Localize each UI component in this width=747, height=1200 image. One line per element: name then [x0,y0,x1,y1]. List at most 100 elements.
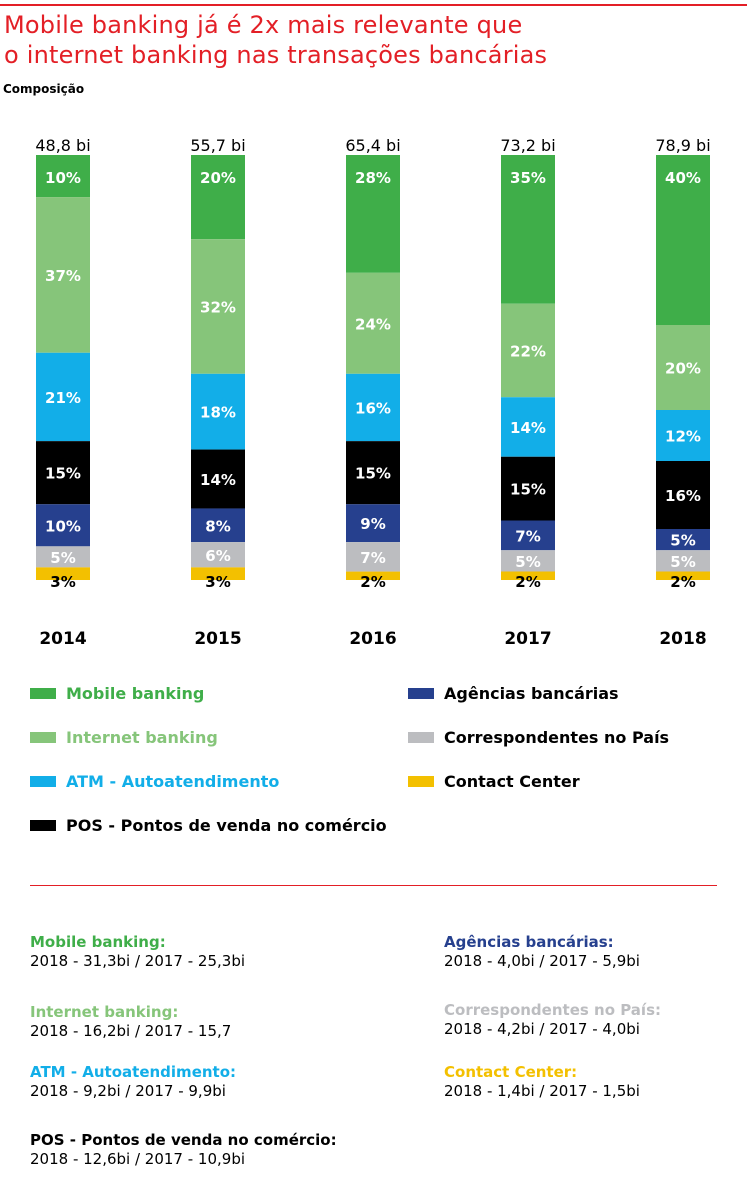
legend-item: Correspondentes no País [408,728,669,747]
data-label-2016-5: 9% [360,515,385,533]
data-label-2016-2: 24% [355,315,391,333]
bar-segment-2018-5 [656,529,710,551]
data-label-2017-1: 35% [510,169,546,187]
data-label-2015-3: 18% [200,404,236,422]
note-label: Internet banking: [30,1003,179,1021]
bar-total-2016: 65,4 bi [345,136,400,155]
note-value: 2018 - 16,2bi / 2017 - 15,7 [30,1022,232,1040]
legend-label: Mobile banking [66,684,205,703]
legend: Mobile banking Internet banking ATM - Auto… [30,680,720,840]
note-item: Internet banking: 2018 - 16,2bi / 2017 - … [30,1002,231,1041]
bar-segment-2016-3 [346,373,400,442]
category-label-2018: 2018 [659,629,706,649]
note-item: Correspondentes no País: 2018 - 4,2bi / 2… [444,1000,661,1039]
bar-segment-2017-4 [501,456,555,521]
bar-segment-2018-4 [656,461,710,529]
bar-segment-2016-1 [346,155,400,273]
chart-subtitle: Composição [3,82,85,96]
data-label-2015-6: 6% [205,547,230,565]
data-label-2016-4: 15% [355,465,391,483]
bar-segment-2014-6 [36,546,90,568]
note-value: 2018 - 4,0bi / 2017 - 5,9bi [444,952,640,970]
legend-label: POS - Pontos de venda no comércio [66,816,387,835]
bar-segment-2018-1 [656,155,710,325]
bar-total-2014: 48,8 bi [35,136,90,155]
legend-item: Agências bancárias [408,684,619,703]
bar-segment-2018-3 [656,410,710,461]
bar-segment-2017-1 [501,155,555,304]
note-label: POS - Pontos de venda no comércio: [30,1131,337,1149]
bar-segment-2018-2 [656,325,710,410]
bar-segment-2017-6 [501,550,555,572]
note-value: 2018 - 4,2bi / 2017 - 4,0bi [444,1020,640,1038]
data-label-2014-7: 3% [50,573,75,591]
data-label-2017-3: 14% [510,419,546,437]
bar-segment-2017-5 [501,520,555,551]
data-label-2014-5: 10% [45,517,81,535]
data-label-2017-4: 15% [510,481,546,499]
bar-segment-2015-6 [191,542,245,568]
bar-segment-2015-1 [191,155,245,240]
legend-item: Mobile banking [30,684,204,703]
note-item: POS - Pontos de venda no comércio: 2018 -… [30,1130,337,1169]
bar-total-2017: 73,2 bi [500,136,555,155]
note-item: Contact Center: 2018 - 1,4bi / 2017 - 1,5… [444,1062,640,1101]
note-item: Mobile banking: 2018 - 31,3bi / 2017 - 25… [30,932,245,971]
bar-segment-2014-5 [36,504,90,547]
data-label-2018-6: 5% [670,553,695,571]
bar-total-2015: 55,7 bi [190,136,245,155]
note-item: ATM - Autoatendimento: 2018 - 9,2bi / 201… [30,1062,236,1101]
data-label-2015-2: 32% [200,298,236,316]
bar-segment-2014-2 [36,197,90,353]
data-label-2014-4: 15% [45,465,81,483]
data-label-2017-7: 2% [515,573,540,591]
legend-item: POS - Pontos de venda no comércio [30,816,387,835]
bar-segment-2014-4 [36,441,90,505]
bar-segment-2016-4 [346,441,400,505]
legend-swatch [30,776,56,787]
category-label-2014: 2014 [39,629,86,649]
legend-item: ATM - Autoatendimento [30,772,279,791]
legend-label: Internet banking [66,728,218,747]
legend-swatch [30,688,56,699]
page-title: Mobile banking já é 2x mais relevante qu… [4,10,724,70]
data-label-2017-5: 7% [515,527,540,545]
totals-notes: Mobile banking: 2018 - 31,3bi / 2017 - 25… [30,930,720,1180]
data-label-2018-5: 5% [670,532,695,550]
data-label-2015-7: 3% [205,573,230,591]
legend-label: Correspondentes no País [444,728,670,747]
data-label-2017-2: 22% [510,343,546,361]
bar-segment-2017-7 [501,571,555,580]
category-label-2016: 2016 [349,629,396,649]
note-label: Agências bancárias: [444,933,614,951]
bar-segment-2014-3 [36,352,90,442]
note-value: 2018 - 12,6bi / 2017 - 10,9bi [30,1150,246,1168]
legend-swatch [408,732,434,743]
note-label: Contact Center: [444,1063,578,1081]
data-label-2018-1: 40% [665,169,701,187]
bar-segment-2017-3 [501,397,555,457]
section-divider [30,885,717,886]
legend-swatch [408,688,434,699]
bar-segment-2015-5 [191,508,245,543]
legend-swatch [30,820,56,831]
bar-segment-2015-4 [191,449,245,509]
bar-segment-2018-6 [656,550,710,572]
note-value: 2018 - 9,2bi / 2017 - 9,9bi [30,1082,226,1100]
bar-segment-2016-2 [346,272,400,374]
note-label: Correspondentes no País: [444,1001,662,1019]
legend-label: Contact Center [444,772,580,791]
data-label-2018-4: 16% [665,487,701,505]
data-label-2017-6: 5% [515,553,540,571]
bar-segment-2016-5 [346,504,400,543]
data-label-2016-3: 16% [355,399,391,417]
data-label-2018-7: 2% [670,573,695,591]
top-rule [0,4,747,6]
note-value: 2018 - 1,4bi / 2017 - 1,5bi [444,1082,640,1100]
note-label: Mobile banking: [30,933,166,951]
bar-segment-2015-2 [191,239,245,374]
data-label-2016-6: 7% [360,549,385,567]
data-label-2014-3: 21% [45,389,81,407]
data-label-2015-4: 14% [200,471,236,489]
stacked-bar-chart: 10% 37% 21% 15% 10% 5% 3% 48,8 bi 2014 20% 32% 18% 1… [35,136,710,649]
